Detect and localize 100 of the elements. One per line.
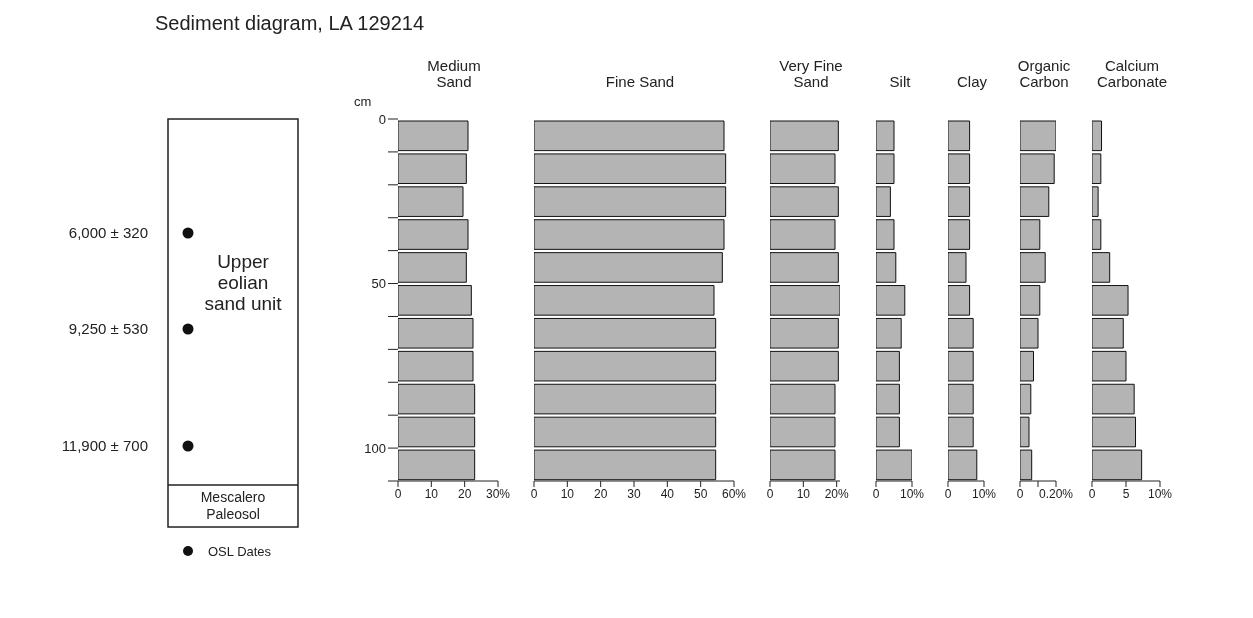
bar <box>534 219 725 250</box>
bar <box>948 416 974 448</box>
bar <box>398 186 464 217</box>
chart-title: Organic Carbon <box>1016 57 1072 90</box>
bar <box>1092 383 1135 415</box>
bar <box>876 153 895 185</box>
bar <box>1020 317 1039 349</box>
bar <box>1020 285 1041 316</box>
text: 6,000 ± 320 <box>68 224 148 241</box>
bar <box>1092 186 1099 217</box>
bar <box>398 252 467 283</box>
bar <box>876 252 897 283</box>
x-tick-label: 0 <box>530 486 538 501</box>
x-tick-label: 0 <box>872 486 880 501</box>
y-tick-label: 50 <box>371 276 386 292</box>
x-tick-label: 10 <box>560 486 575 501</box>
text: Upper eolian sand unit <box>203 250 283 314</box>
bar <box>534 153 727 185</box>
chart-title: Silt <box>889 73 911 90</box>
bar <box>876 285 906 316</box>
bar <box>1092 252 1111 283</box>
bar <box>534 416 717 448</box>
x-tick-label: 10% <box>1147 486 1173 501</box>
bar <box>876 317 902 349</box>
bar <box>1020 449 1033 481</box>
bar <box>948 285 971 316</box>
bar <box>1020 416 1030 448</box>
x-tick-label: 60% <box>721 486 747 501</box>
bar <box>948 383 974 415</box>
bar <box>1092 350 1127 382</box>
chart-title: Very Fine Sand <box>778 57 844 90</box>
chart-title: Fine Sand <box>605 73 675 90</box>
bar <box>1020 186 1050 217</box>
bar <box>534 449 717 481</box>
x-tick-label: 0 <box>1088 486 1096 501</box>
bar <box>398 120 469 152</box>
bar <box>1092 285 1129 316</box>
bar <box>534 252 723 283</box>
bar <box>948 317 974 349</box>
bar <box>398 153 467 185</box>
chart-title: Calcium Carbonate <box>1096 57 1168 90</box>
bar <box>1092 416 1137 448</box>
bar <box>398 317 474 349</box>
y-tick-label: 0 <box>378 111 386 127</box>
bar <box>534 383 717 415</box>
x-tick-label: 0.20% <box>1038 486 1074 501</box>
bar <box>876 383 900 415</box>
x-tick-label: 30% <box>485 486 511 501</box>
bar <box>534 317 717 349</box>
bar <box>948 252 967 283</box>
x-tick-label: 10 <box>796 486 811 501</box>
bar <box>1020 153 1055 185</box>
bar <box>1092 449 1143 481</box>
bar <box>948 120 971 152</box>
bar <box>1092 219 1102 250</box>
bar <box>398 383 476 415</box>
x-tick-label: 20% <box>824 486 849 501</box>
bar <box>948 219 971 250</box>
bar <box>948 449 978 481</box>
bar <box>1020 350 1034 382</box>
bar <box>876 186 891 217</box>
bar <box>876 350 900 382</box>
x-tick-label: 5 <box>1122 486 1130 501</box>
bar <box>398 416 476 448</box>
bar <box>534 350 717 382</box>
bar <box>1020 252 1046 283</box>
bar <box>398 219 469 250</box>
x-tick-label: 20 <box>593 486 608 501</box>
bar <box>1092 317 1124 349</box>
bar <box>876 416 900 448</box>
x-tick-label: 50 <box>693 486 708 501</box>
x-tick-label: 10 <box>424 486 439 501</box>
bar <box>948 186 971 217</box>
x-tick-label: 0 <box>944 486 952 501</box>
chart-title: Clay <box>956 73 987 90</box>
bar <box>948 153 971 185</box>
bar <box>534 120 725 152</box>
bar <box>398 285 472 316</box>
bar <box>876 120 895 152</box>
bar <box>534 285 715 316</box>
bar <box>1020 383 1032 415</box>
x-tick-label: 0 <box>1016 486 1024 501</box>
x-tick-label: 40 <box>660 486 675 501</box>
bar <box>948 350 974 382</box>
x-tick-label: 0 <box>394 486 402 501</box>
x-tick-label: 0 <box>766 486 774 501</box>
bar <box>398 449 476 481</box>
text: Mescalero Paleosol <box>199 489 267 523</box>
bar <box>1020 219 1041 250</box>
bar <box>398 350 474 382</box>
chart-title: Medium Sand <box>426 57 482 90</box>
text: 9,250 ± 530 <box>68 320 148 337</box>
text: OSL Dates <box>208 544 272 559</box>
text: Sediment diagram, LA 129214 <box>155 12 425 35</box>
bar <box>876 219 895 250</box>
x-tick-label: 10% <box>971 486 997 501</box>
bar <box>1020 120 1056 152</box>
bar <box>1092 153 1102 185</box>
text: 11,900 ± 700 <box>61 437 148 454</box>
y-axis-title: cm <box>354 94 372 109</box>
